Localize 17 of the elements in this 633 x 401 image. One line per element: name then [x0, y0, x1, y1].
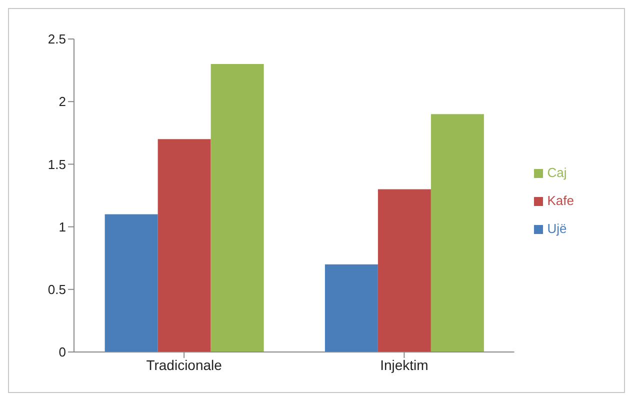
y-tick-label: 1 — [58, 219, 66, 234]
bar — [158, 139, 211, 352]
y-tick-label: 2 — [58, 94, 66, 110]
bar — [430, 114, 484, 352]
bar — [104, 214, 158, 352]
y-tick-label: 2.5 — [48, 32, 66, 47]
bar — [324, 264, 378, 352]
y-tick-label: 0.5 — [48, 282, 66, 298]
y-tick-label: 1.5 — [48, 156, 66, 172]
legend-label: Kafe — [547, 192, 574, 208]
bar — [210, 64, 264, 352]
x-tick-label: Injektim — [380, 356, 428, 373]
bar — [378, 189, 431, 352]
y-tick-label: 0 — [58, 344, 66, 360]
legend-label: Caj — [547, 164, 567, 180]
x-tick-label: Tradicionale — [146, 356, 222, 373]
legend-label: Ujë — [547, 220, 567, 236]
